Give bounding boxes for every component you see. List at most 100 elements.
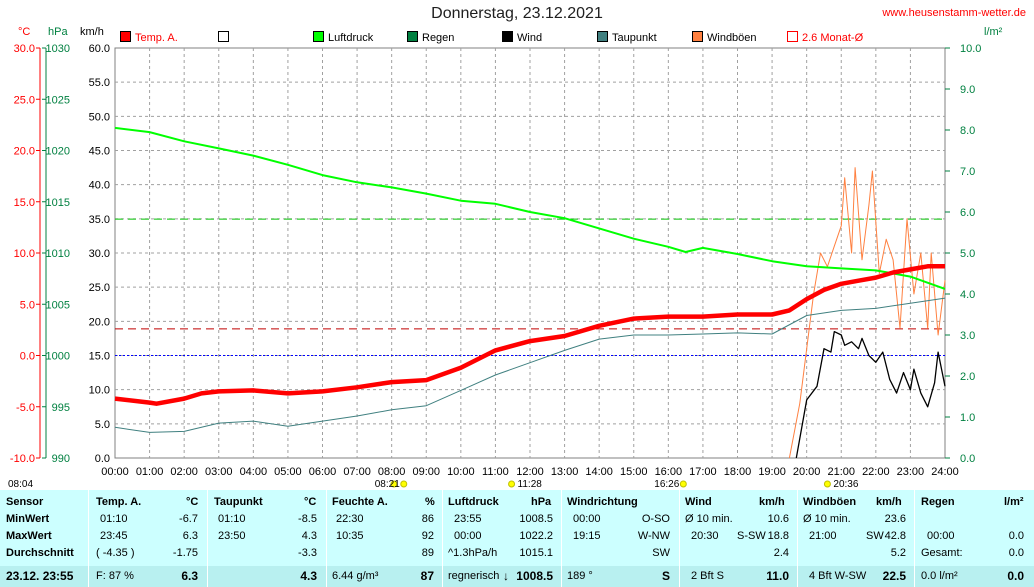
event-mark-label: 16:26 bbox=[654, 479, 679, 490]
dir-max-time: 19:15 bbox=[573, 530, 601, 542]
legend-label: Wind bbox=[517, 32, 543, 44]
press-trend-arrow: ↓ bbox=[503, 569, 509, 583]
wind-tick-label: 55.0 bbox=[89, 77, 110, 89]
gust-max: 42.8 bbox=[884, 530, 906, 542]
x-tick-label: 21:00 bbox=[827, 466, 855, 478]
series-line-4 bbox=[788, 167, 946, 459]
event-mark-dot bbox=[679, 480, 687, 488]
wind-min-time: Ø 10 min. bbox=[685, 513, 733, 525]
row-label-min: MinWert bbox=[6, 513, 50, 525]
legend-item-7: 2.6 Monat-Ø bbox=[787, 31, 863, 44]
x-tick-label: 09:00 bbox=[412, 466, 440, 478]
hum-avg: 89 bbox=[421, 547, 434, 559]
rain-max-time: Gesamt: bbox=[921, 547, 963, 559]
hum-min: 86 bbox=[421, 513, 434, 525]
press-max: 1022.2 bbox=[519, 530, 553, 542]
legend-item-6: Windböen bbox=[692, 31, 757, 44]
wind-tick-label: 45.0 bbox=[89, 146, 110, 158]
wind-tick-label: 60.0 bbox=[89, 43, 110, 55]
site-link[interactable]: www.heusenstamm-wetter.de bbox=[882, 7, 1026, 19]
wind-max-time: 20:30 bbox=[691, 530, 719, 542]
rain-tick-label: 4.0 bbox=[960, 289, 975, 301]
wind-tick-label: 15.0 bbox=[89, 351, 110, 363]
legend-item-2: Luftdruck bbox=[313, 31, 373, 44]
dir-avg: SW bbox=[652, 547, 670, 559]
x-tick-label: 17:00 bbox=[689, 466, 717, 478]
temp-now-extra: F: 87 % bbox=[96, 570, 134, 582]
x-tick-label: 00:00 bbox=[101, 466, 129, 478]
dew-min-time: 01:10 bbox=[218, 513, 246, 525]
pressure-unit: hPa bbox=[48, 26, 68, 38]
wind-tick-label: 5.0 bbox=[95, 419, 110, 431]
event-mark-dot bbox=[508, 480, 516, 488]
x-tick-label: 06:00 bbox=[309, 466, 337, 478]
temp-max: 6.3 bbox=[182, 530, 198, 542]
press-unit-head: hPa bbox=[531, 496, 552, 508]
page-title: Donnerstag, 23.12.2021 bbox=[431, 5, 603, 22]
press-min: 1008.5 bbox=[519, 513, 553, 525]
x-tick-label: 10:00 bbox=[447, 466, 475, 478]
dir-head: Windrichtung bbox=[567, 496, 638, 508]
wind-min: 10.6 bbox=[767, 513, 789, 525]
press-now-extra: regnerisch bbox=[448, 570, 500, 582]
x-tick-label: 14:00 bbox=[585, 466, 613, 478]
x-tick-label: 02:00 bbox=[170, 466, 198, 478]
legend-item-3: Regen bbox=[407, 31, 454, 44]
x-tick-label: 03:00 bbox=[205, 466, 233, 478]
legend-swatch bbox=[502, 31, 513, 42]
dew-max-time: 23:50 bbox=[218, 530, 246, 542]
x-tick-label: 18:00 bbox=[724, 466, 752, 478]
dew-now: 4.3 bbox=[300, 569, 317, 583]
dew-max: 4.3 bbox=[301, 530, 317, 542]
event-mark-dot bbox=[390, 480, 398, 488]
hum-unit-head: % bbox=[425, 496, 435, 508]
x-tick-label: 20:00 bbox=[793, 466, 821, 478]
temp-avg-extra: ( -4.35 ) bbox=[96, 547, 135, 559]
temp-min: -6.7 bbox=[179, 513, 198, 525]
wind-unit: km/h bbox=[80, 26, 104, 38]
stats-footer-band bbox=[0, 566, 1034, 587]
pressure-tick-label: 1030 bbox=[46, 43, 70, 55]
dew-unit-head: °C bbox=[304, 496, 317, 508]
row-label-avg: Durchschnitt bbox=[6, 547, 74, 559]
x-tick-label: 08:00 bbox=[378, 466, 406, 478]
dir-max: W-NW bbox=[637, 530, 670, 542]
dir-min-time: 00:00 bbox=[573, 513, 601, 525]
series-line-0 bbox=[114, 264, 945, 406]
wind-max: 18.8 bbox=[767, 530, 789, 542]
legend-item-5: Taupunkt bbox=[597, 31, 657, 44]
dew-head: Taupunkt bbox=[214, 496, 263, 508]
temp-tick-label: 15.0 bbox=[14, 197, 35, 209]
event-mark-label: 11:28 bbox=[518, 479, 543, 490]
legend-swatch bbox=[787, 31, 798, 42]
x-tick-label: 01:00 bbox=[136, 466, 164, 478]
press-avg: 1015.1 bbox=[519, 547, 553, 559]
row-label-sensor: Sensor bbox=[6, 496, 44, 508]
rain-tick-label: 1.0 bbox=[960, 412, 975, 424]
temp-avg: -1.75 bbox=[172, 547, 198, 559]
pressure-tick-label: 995 bbox=[52, 402, 70, 414]
x-tick-label: 22:00 bbox=[862, 466, 890, 478]
event-mark-label: 20:36 bbox=[833, 479, 858, 490]
rain-unit: l/m² bbox=[984, 26, 1003, 38]
dir-now-extra: 189 ° bbox=[567, 570, 593, 582]
temp-max-time: 23:45 bbox=[100, 530, 128, 542]
press-min-time: 23:55 bbox=[454, 513, 482, 525]
legend-item-0: Temp. A. bbox=[120, 31, 178, 44]
legend-label: 2.6 Monat-Ø bbox=[802, 32, 864, 44]
x-tick-label: 16:00 bbox=[655, 466, 683, 478]
x-tick-label: 07:00 bbox=[343, 466, 371, 478]
rain-min-time: 00:00 bbox=[927, 530, 955, 542]
temp-head: Temp. A. bbox=[96, 496, 142, 508]
hum-now-extra: 6.44 g/m³ bbox=[332, 570, 379, 582]
rain-max: 0.0 bbox=[1008, 547, 1024, 559]
legend-label: Windböen bbox=[707, 32, 757, 44]
temp-now: 6.3 bbox=[181, 569, 198, 583]
legend-swatch bbox=[407, 31, 418, 42]
event-mark-label: 08:21 bbox=[375, 479, 400, 490]
temp-min-time: 01:10 bbox=[100, 513, 128, 525]
rain-now: 0.0 bbox=[1007, 569, 1024, 583]
temp-tick-label: 10.0 bbox=[14, 248, 35, 260]
x-tick-label: 15:00 bbox=[620, 466, 648, 478]
legend-item-4: Wind bbox=[502, 31, 542, 44]
